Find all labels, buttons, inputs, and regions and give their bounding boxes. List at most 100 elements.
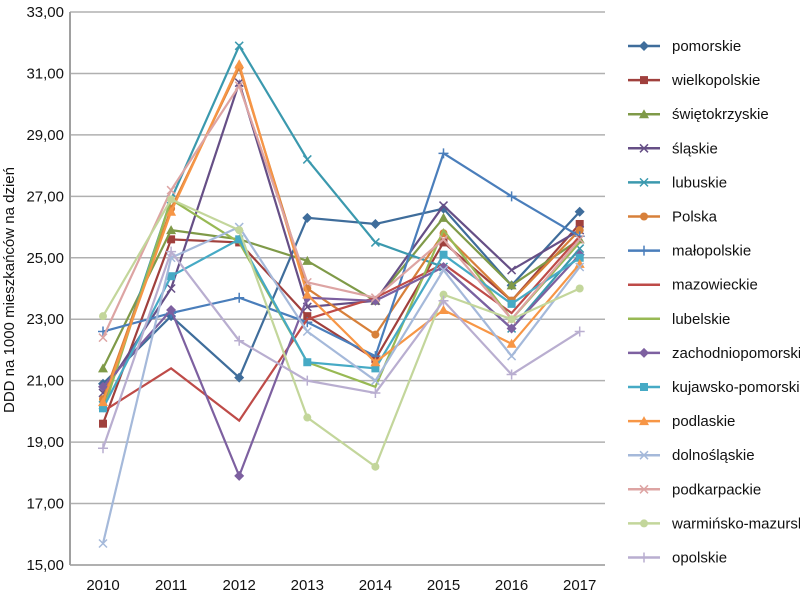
data-point (167, 235, 176, 244)
data-point (575, 234, 585, 244)
x-tick-label: 2014 (359, 577, 392, 594)
legend-marker (639, 177, 649, 187)
legend-marker (640, 212, 648, 221)
data-point (438, 234, 449, 244)
y-tick-label: 21,00 (26, 373, 64, 390)
data-point (506, 191, 517, 202)
data-point (303, 413, 312, 422)
series-lines (98, 41, 585, 549)
legend-item: Polska (628, 209, 718, 226)
series-line (101, 225, 581, 544)
legend-label: mazowieckie (672, 277, 758, 294)
legend-label: zachodniopomorskie (672, 345, 800, 362)
data-point (370, 295, 381, 306)
legend-label: podlaskie (672, 413, 735, 430)
data-point (370, 293, 380, 303)
data-point (302, 255, 313, 265)
legend-item: świętokrzyskie (628, 106, 769, 123)
legend-item: podlaskie (628, 413, 735, 430)
data-point (98, 333, 108, 343)
y-tick-label: 27,00 (26, 188, 64, 205)
x-tick-label: 2012 (223, 577, 256, 594)
data-point (234, 59, 245, 69)
legend-label: świętokrzyskie (672, 106, 769, 123)
data-point (303, 312, 312, 321)
x-tick-labels: 2010 2011 2012 2013 2014 2015 2016 2017 (86, 577, 596, 594)
legend-marker (639, 416, 649, 426)
legend-item: śląskie (628, 140, 718, 157)
y-tick-label: 23,00 (26, 311, 64, 328)
data-point (99, 312, 107, 321)
x-tick-label: 2010 (86, 577, 119, 594)
series-11 (98, 59, 585, 407)
legend-marker (639, 41, 649, 51)
data-point (370, 376, 380, 386)
legend-item: kujawsko-pomorskie (628, 379, 800, 396)
series-line (102, 79, 581, 394)
data-point (439, 250, 448, 259)
legend-label: kujawsko-pomorskie (672, 379, 800, 396)
data-point (302, 154, 312, 164)
data-point (166, 206, 177, 216)
legend-item: małopolskie (628, 243, 751, 260)
data-point (574, 206, 585, 217)
data-point (99, 419, 107, 428)
legend-marker (639, 450, 649, 460)
legend-label: lubelskie (672, 311, 730, 328)
series-line (102, 83, 581, 339)
data-point (371, 330, 380, 339)
legend-label: opolskie (672, 550, 727, 567)
y-tick-label: 17,00 (26, 496, 64, 513)
data-point (370, 357, 381, 367)
data-point (438, 295, 449, 306)
series-14 (99, 195, 584, 471)
y-tick-label: 15,00 (26, 557, 64, 574)
y-tick-labels: 15,00 17,00 19,00 21,00 23,00 25,00 27,00 29,00… (26, 4, 64, 574)
legend-item: pomorskie (628, 38, 741, 55)
x-tick-label: 2015 (427, 577, 460, 594)
legend-item: opolskie (628, 550, 727, 567)
data-point (438, 305, 449, 315)
legend-marker (639, 245, 649, 256)
data-point (234, 292, 245, 303)
data-point (575, 253, 584, 262)
y-tick-label: 33,00 (26, 4, 64, 21)
y-tick-label: 29,00 (26, 127, 64, 144)
data-point (99, 404, 107, 413)
data-point (370, 218, 381, 229)
data-point (506, 338, 517, 348)
legend-item: dolnośląskie (628, 447, 755, 464)
data-point (507, 265, 517, 275)
legend-label: lubuskie (672, 174, 727, 191)
y-tick-label: 19,00 (26, 434, 64, 451)
data-point (438, 212, 449, 222)
legend-marker (639, 143, 649, 153)
data-point (234, 81, 244, 91)
legend-label: warmińsko-mazurskie (671, 515, 800, 532)
legend: pomorskie wielkopolskie świętokrzyskie śląs… (628, 38, 800, 567)
data-point (370, 237, 380, 247)
legend-label: Polska (672, 209, 718, 226)
series-15 (98, 246, 585, 454)
data-point (302, 212, 313, 223)
data-point (507, 351, 517, 361)
data-point (574, 258, 585, 268)
series-line (102, 237, 581, 409)
data-point (166, 225, 177, 235)
data-point (234, 335, 245, 346)
data-point (166, 305, 177, 316)
data-point (506, 280, 517, 290)
data-point (98, 397, 108, 407)
series-10 (99, 235, 584, 413)
data-point (575, 219, 584, 228)
data-point (507, 315, 516, 324)
data-point (575, 284, 584, 293)
legend-marker (639, 347, 649, 358)
y-tick-label: 31,00 (26, 65, 64, 82)
legend-label: pomorskie (672, 38, 741, 55)
legend-item: wielkopolskie (628, 72, 760, 89)
data-point (303, 358, 312, 367)
data-point (302, 326, 312, 337)
y-axis-label: DDD na 1000 mieszkańców na dzień (1, 167, 18, 413)
data-point (235, 235, 244, 244)
